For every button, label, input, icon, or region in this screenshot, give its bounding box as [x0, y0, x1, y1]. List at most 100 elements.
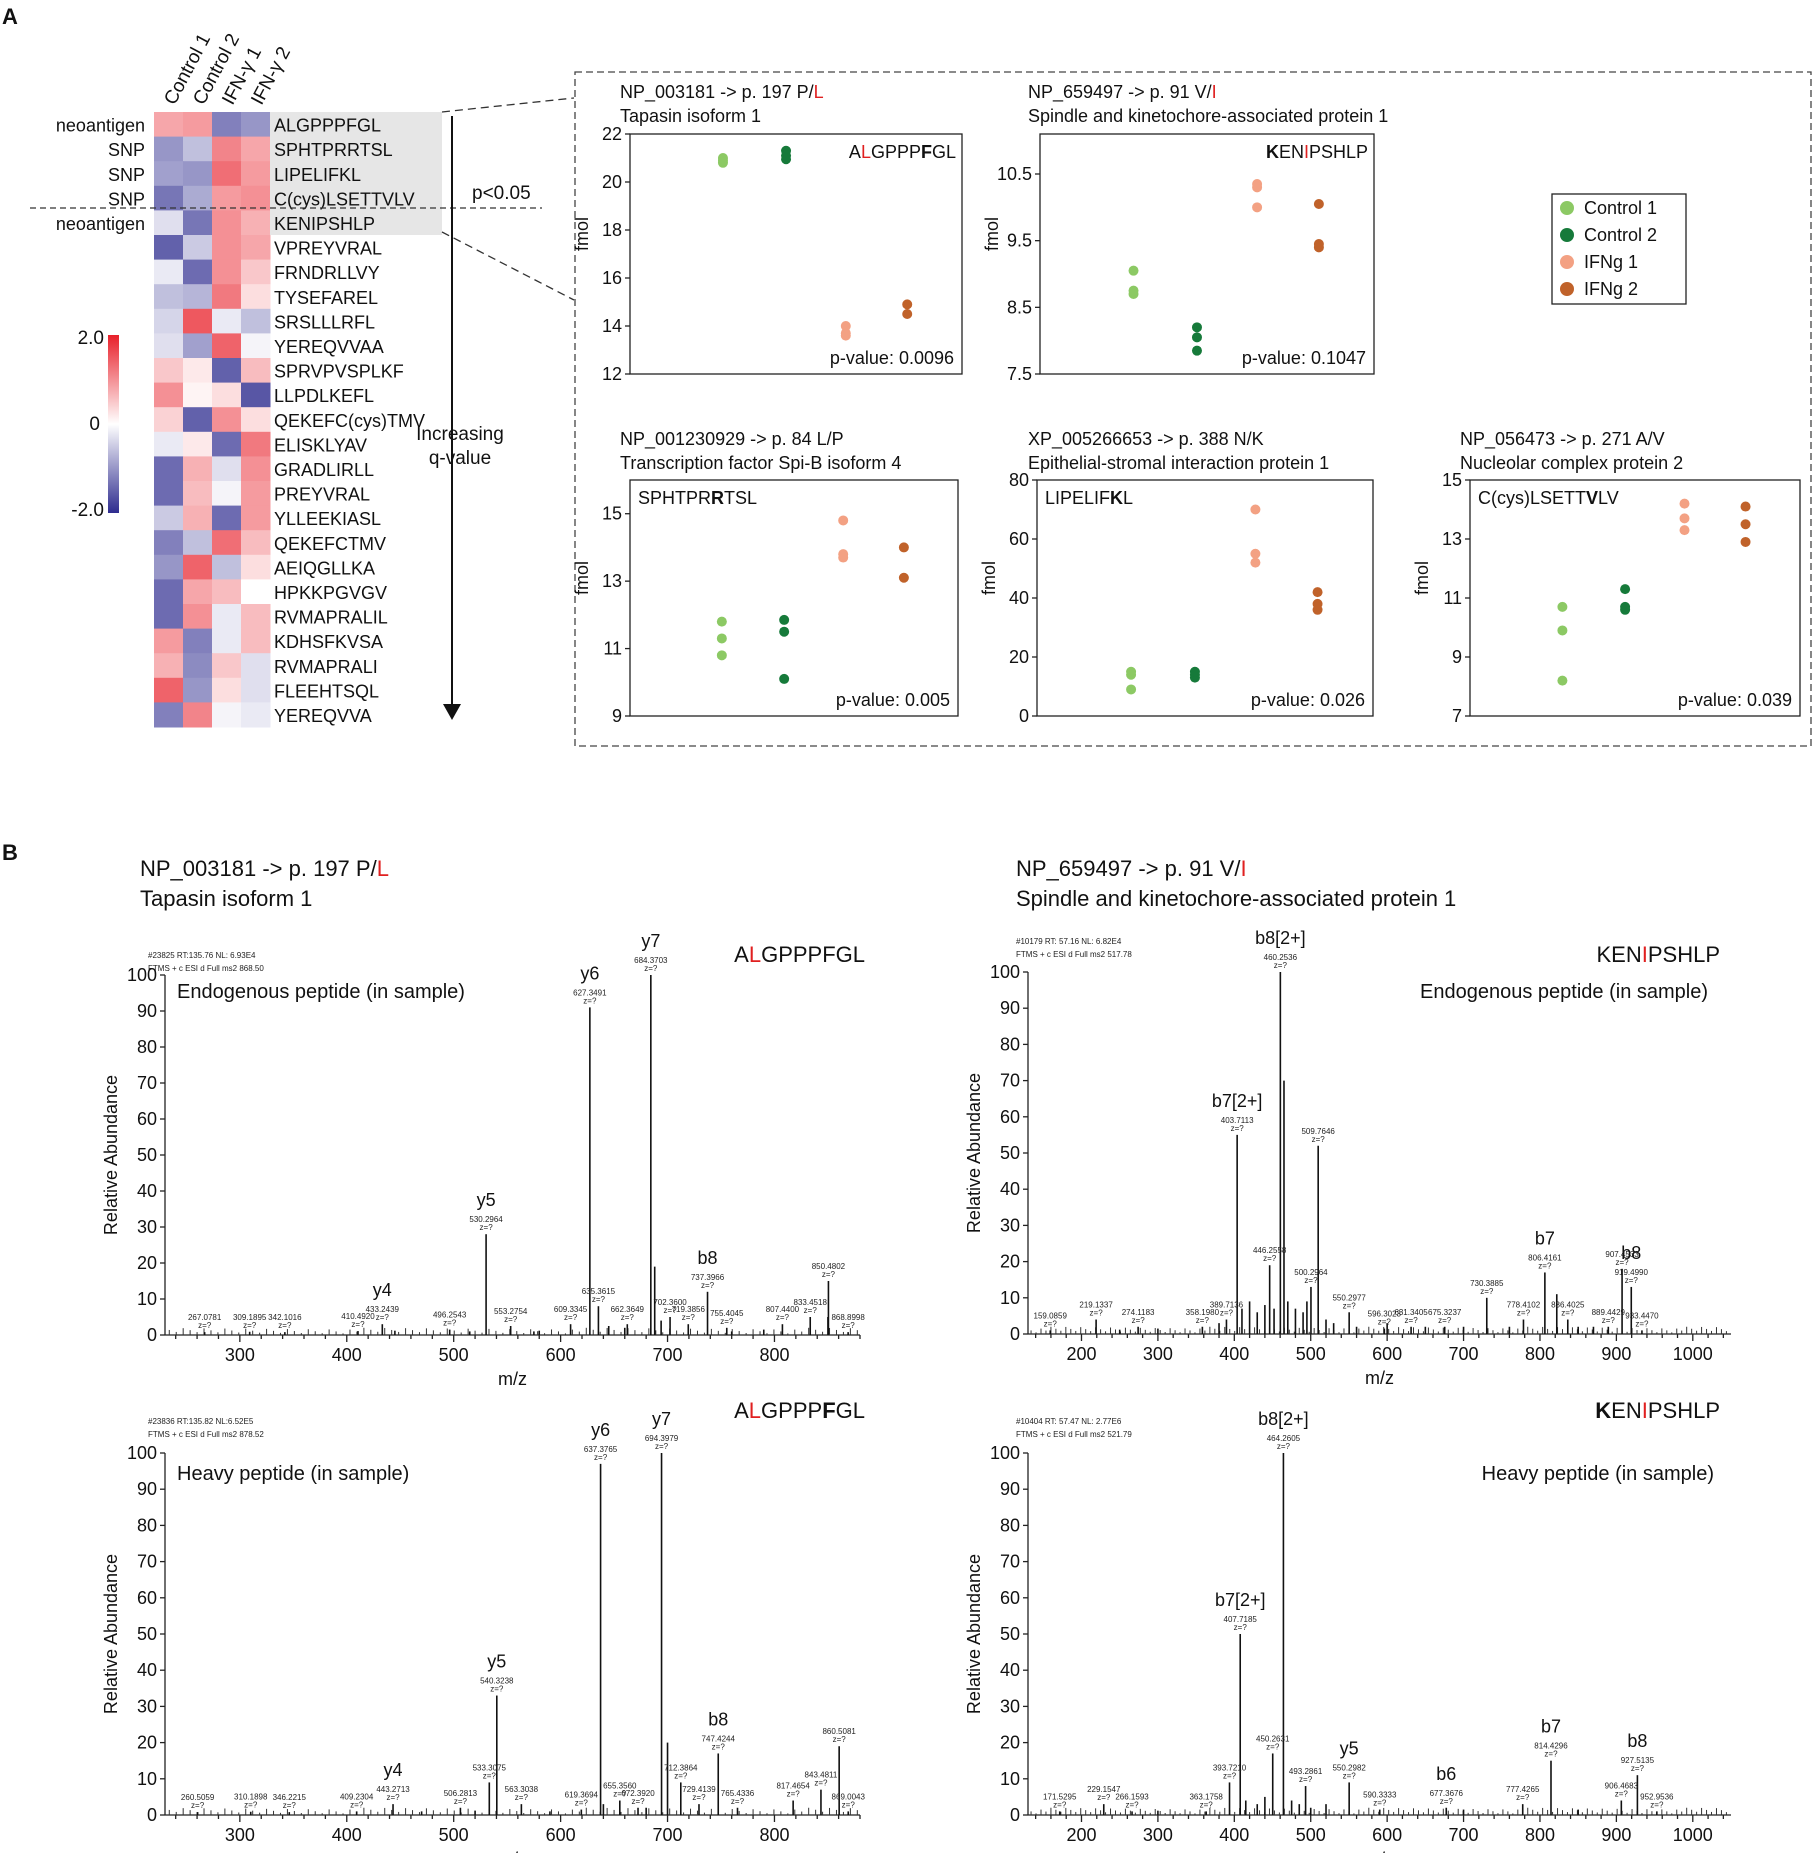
heatmap-cell: [212, 284, 242, 310]
spectrum-peptide-part: EN: [1611, 1398, 1642, 1423]
spectrum-sample-label: Endogenous peptide (in sample): [1420, 981, 1708, 1003]
charge-label: z=?: [1044, 1319, 1058, 1328]
charge-label: z=?: [1516, 1793, 1530, 1802]
mz-label: 836.4025: [1551, 1301, 1585, 1310]
mz-label: 274.1183: [1122, 1308, 1155, 1317]
charge-label: z=?: [191, 1801, 205, 1810]
ion-annotation: y6: [591, 1420, 610, 1440]
ion-annotation: y4: [384, 1760, 403, 1780]
y-tick-label: 7.5: [1007, 364, 1032, 384]
y-tick-label: 40: [137, 1181, 157, 1201]
data-point: [840, 321, 851, 331]
x-tick-label: 900: [1601, 1825, 1631, 1845]
heatmap-cell: [183, 284, 213, 310]
charge-label: z=?: [454, 1797, 468, 1806]
charge-label: z=?: [701, 1281, 715, 1290]
x-axis-label: m/z: [1365, 1849, 1394, 1853]
data-point: [838, 515, 849, 526]
heatmap-cell: [183, 358, 213, 384]
mz-label: 596.3023: [1368, 1310, 1402, 1319]
ion-annotation: y5: [1340, 1738, 1359, 1758]
heatmap-cell: [183, 702, 213, 728]
y-tick-label: 7: [1452, 706, 1462, 726]
data-point: [717, 153, 728, 163]
mz-label: 260.5059: [181, 1793, 215, 1802]
heatmap-cell: [183, 235, 213, 261]
charge-label: z=?: [1615, 1790, 1629, 1799]
y-tick-label: 70: [1000, 1552, 1020, 1572]
charge-label: z=?: [833, 1735, 847, 1744]
scatter-peptide-part: L: [1123, 488, 1133, 508]
charge-label: z=?: [1631, 1764, 1645, 1773]
charge-label: z=?: [1274, 961, 1288, 970]
mz-label: 850.4802: [812, 1262, 846, 1271]
data-point: [1252, 202, 1263, 213]
zoom-connector-bottom: [441, 231, 575, 301]
data-point: [1313, 239, 1324, 249]
heatmap-cell: [154, 702, 184, 728]
mz-label: 637.3765: [584, 1445, 618, 1454]
mz-label: 171.5295: [1043, 1792, 1077, 1801]
scatter-spib: NP_001230929 -> p. 84 L/P Transcription f…: [572, 429, 959, 726]
spectrum-spA1: #23825 RT:135.76 NL: 6.93E4 FTMS + c ESI …: [101, 931, 865, 1389]
charge-label: z=?: [198, 1321, 212, 1330]
data-point: [1252, 179, 1263, 189]
colorbar-mid-label: 0: [89, 414, 100, 435]
peptide-label: RVMAPRALIL: [274, 608, 388, 628]
heatmap-cell: [241, 259, 271, 285]
y-tick-label: 18: [602, 220, 622, 240]
data-point: [1313, 199, 1324, 209]
mz-label: 310.1898: [234, 1793, 268, 1802]
charge-label: z=?: [1277, 1442, 1291, 1451]
y-tick-label: 90: [137, 1001, 157, 1021]
y-tick-label: 9.5: [1007, 231, 1032, 251]
ion-annotation: b8[2+]: [1258, 1409, 1309, 1429]
charge-label: z=?: [564, 1313, 578, 1322]
heatmap-cell: [154, 333, 184, 359]
spectrum-header-1: #23836 RT:135.82 NL:6.52E5: [148, 1417, 254, 1426]
charge-label: z=?: [1438, 1316, 1452, 1325]
scatter-subtitle: Spindle and kinetochore-associated prote…: [1028, 106, 1388, 126]
y-axis-label: Relative Abundance: [964, 1073, 984, 1233]
zoom-connector-top: [441, 97, 575, 113]
heatmap-cell: [212, 653, 242, 679]
scatter-peptide-part: TSL: [724, 488, 757, 508]
mz-label: 952.9536: [1640, 1792, 1674, 1801]
heatmap-cell: [154, 235, 184, 261]
charge-label: z=?: [1343, 1771, 1357, 1780]
mz-label: 814.4296: [1534, 1742, 1568, 1751]
mz-label: 563.3038: [505, 1785, 539, 1794]
spectrum-sample-label: Heavy peptide (in sample): [1482, 1463, 1714, 1485]
scatter-title: NP_001230929 -> p. 84 L/P: [620, 429, 844, 450]
mz-label: 550.2982: [1332, 1763, 1366, 1772]
charge-label: z=?: [592, 1295, 606, 1304]
spectrum-peptide: ALGPPPFGL: [734, 1398, 865, 1423]
spectrum-group-subtitle: Spindle and kinetochore-associated prote…: [1016, 886, 1456, 911]
y-tick-label: 16: [602, 268, 622, 288]
mz-label: 907.4533: [1605, 1250, 1639, 1259]
scatter-peptide-part: PSHLP: [1309, 142, 1368, 162]
charge-label: z=?: [490, 1685, 504, 1694]
mz-label: 868.8998: [831, 1313, 865, 1322]
heatmap-cell: [241, 407, 271, 433]
y-tick-label: 90: [137, 1479, 157, 1499]
y-tick-label: 70: [137, 1073, 157, 1093]
charge-label: z=?: [443, 1319, 457, 1328]
y-tick-label: 50: [137, 1145, 157, 1165]
x-tick-label: 700: [653, 1825, 683, 1845]
charge-label: z=?: [720, 1317, 734, 1326]
spectrum-group-title-mut: -> p. 91 V/: [1132, 856, 1241, 881]
scatter-title: NP_003181 -> p. 197 P/L: [620, 82, 824, 103]
y-tick-label: 50: [1000, 1143, 1020, 1163]
heatmap-cell: [154, 456, 184, 482]
heatmap-cell: [154, 530, 184, 556]
data-point: [781, 145, 792, 156]
peptide-label: KDHSFKVSA: [274, 632, 383, 652]
heatmap-cell: [241, 382, 271, 408]
charge-label: z=?: [1405, 1316, 1419, 1325]
heatmap-cell: [154, 161, 184, 187]
y-axis-label: fmol: [1412, 561, 1432, 595]
data-point: [1128, 285, 1139, 296]
